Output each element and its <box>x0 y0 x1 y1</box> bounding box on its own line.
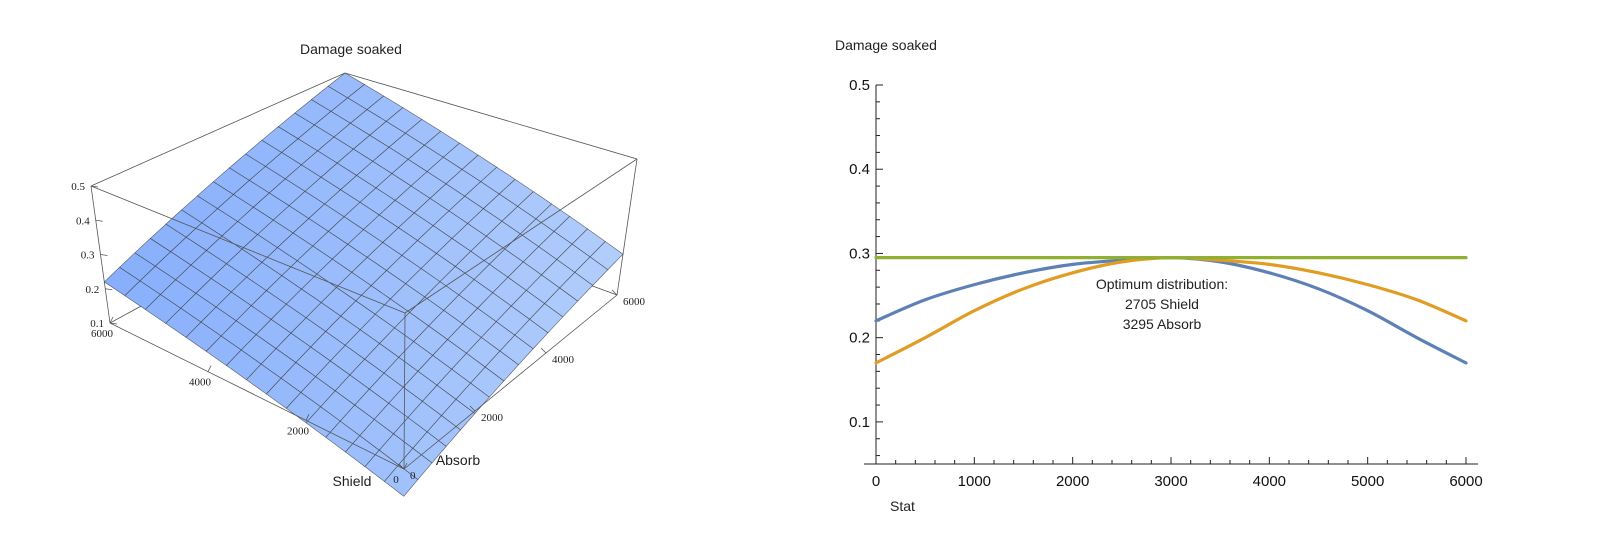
z-tick <box>109 322 118 325</box>
box-edge <box>403 294 618 470</box>
box-edge <box>403 312 406 470</box>
z-tick-label: 0.2 <box>86 284 100 296</box>
z-tick-label: 0.3 <box>81 250 95 262</box>
box-edge <box>90 72 346 187</box>
line-plot-axes: 0 1000 2000 3000 4000 5000 6000 0.1 0.2 0.3 0.4 0.5 <box>849 77 1483 490</box>
shield-tick-label: 6000 <box>91 328 114 340</box>
z-tick-label: 0.4 <box>76 215 90 227</box>
shield-tick-label: 2000 <box>287 425 310 437</box>
line-plot-title: Damage soaked <box>835 37 937 53</box>
y-tick-label: 0.5 <box>849 77 870 94</box>
box-edge <box>109 322 405 470</box>
z-tick <box>105 288 113 291</box>
surface-plot-title: Damage soaked <box>300 41 402 57</box>
bounding-box-front <box>90 158 638 470</box>
y-tick-label: 0.1 <box>849 414 870 431</box>
x-tick-label: 1000 <box>958 473 991 490</box>
box-edge <box>344 72 638 160</box>
shield-tick-label: 4000 <box>189 377 212 389</box>
x-tick-label: 2000 <box>1056 473 1089 490</box>
box-edge <box>404 158 638 314</box>
y-tick-label: 0.2 <box>849 330 870 347</box>
annotation-line-1: Optimum distribution: <box>1096 276 1228 292</box>
x-tick-label: 4000 <box>1253 473 1286 490</box>
box-edge <box>90 185 406 314</box>
z-tick-label: 0.1 <box>90 318 104 330</box>
blue-series-line <box>874 256 1468 365</box>
absorb-tick-label: 4000 <box>552 354 575 366</box>
absorb-tick-label: 2000 <box>481 412 504 424</box>
box-edge <box>616 158 638 296</box>
absorb-tick <box>540 347 547 354</box>
stat-axis-label: Stat <box>890 498 915 514</box>
absorb-tick-label: 6000 <box>623 296 646 308</box>
orange-series-line <box>874 256 1468 365</box>
absorb-tick-label: 0 <box>410 470 416 482</box>
y-tick-label: 0.4 <box>849 161 870 178</box>
surface-plot-3d: Damage soaked 0.1 0.2 0.3 0.4 0.5 0 2000 4000 60… <box>71 41 646 497</box>
absorb-tick <box>398 463 405 470</box>
shield-tick <box>207 365 212 372</box>
shield-tick-label: 0 <box>393 474 399 486</box>
x-tick-label: 0 <box>872 473 880 490</box>
line-plot-series <box>874 256 1468 365</box>
absorb-tick <box>469 405 476 412</box>
z-tick <box>90 185 99 188</box>
surface-axis-ticks: 0.1 0.2 0.3 0.4 0.5 0 2000 4000 6000 0 2000 4000 600… <box>71 181 645 486</box>
shield-tick <box>109 316 114 324</box>
absorb-axis-label: Absorb <box>436 452 481 468</box>
z-tick <box>95 219 103 222</box>
annotation-line-2: 2705 Shield <box>1125 296 1199 312</box>
x-tick-label: 6000 <box>1449 473 1482 490</box>
x-tick-label: 3000 <box>1154 473 1187 490</box>
z-tick-label: 0.5 <box>71 181 85 193</box>
shield-axis-label: Shield <box>333 473 372 489</box>
surface-cell <box>384 464 419 497</box>
surface-mesh <box>103 72 624 497</box>
absorb-tick <box>611 289 618 296</box>
shield-tick <box>403 462 408 470</box>
y-tick-label: 0.3 <box>849 245 870 262</box>
z-tick <box>100 254 108 256</box>
annotation-line-3: 3295 Absorb <box>1123 316 1202 332</box>
shield-tick <box>305 414 310 421</box>
x-tick-label: 5000 <box>1351 473 1384 490</box>
